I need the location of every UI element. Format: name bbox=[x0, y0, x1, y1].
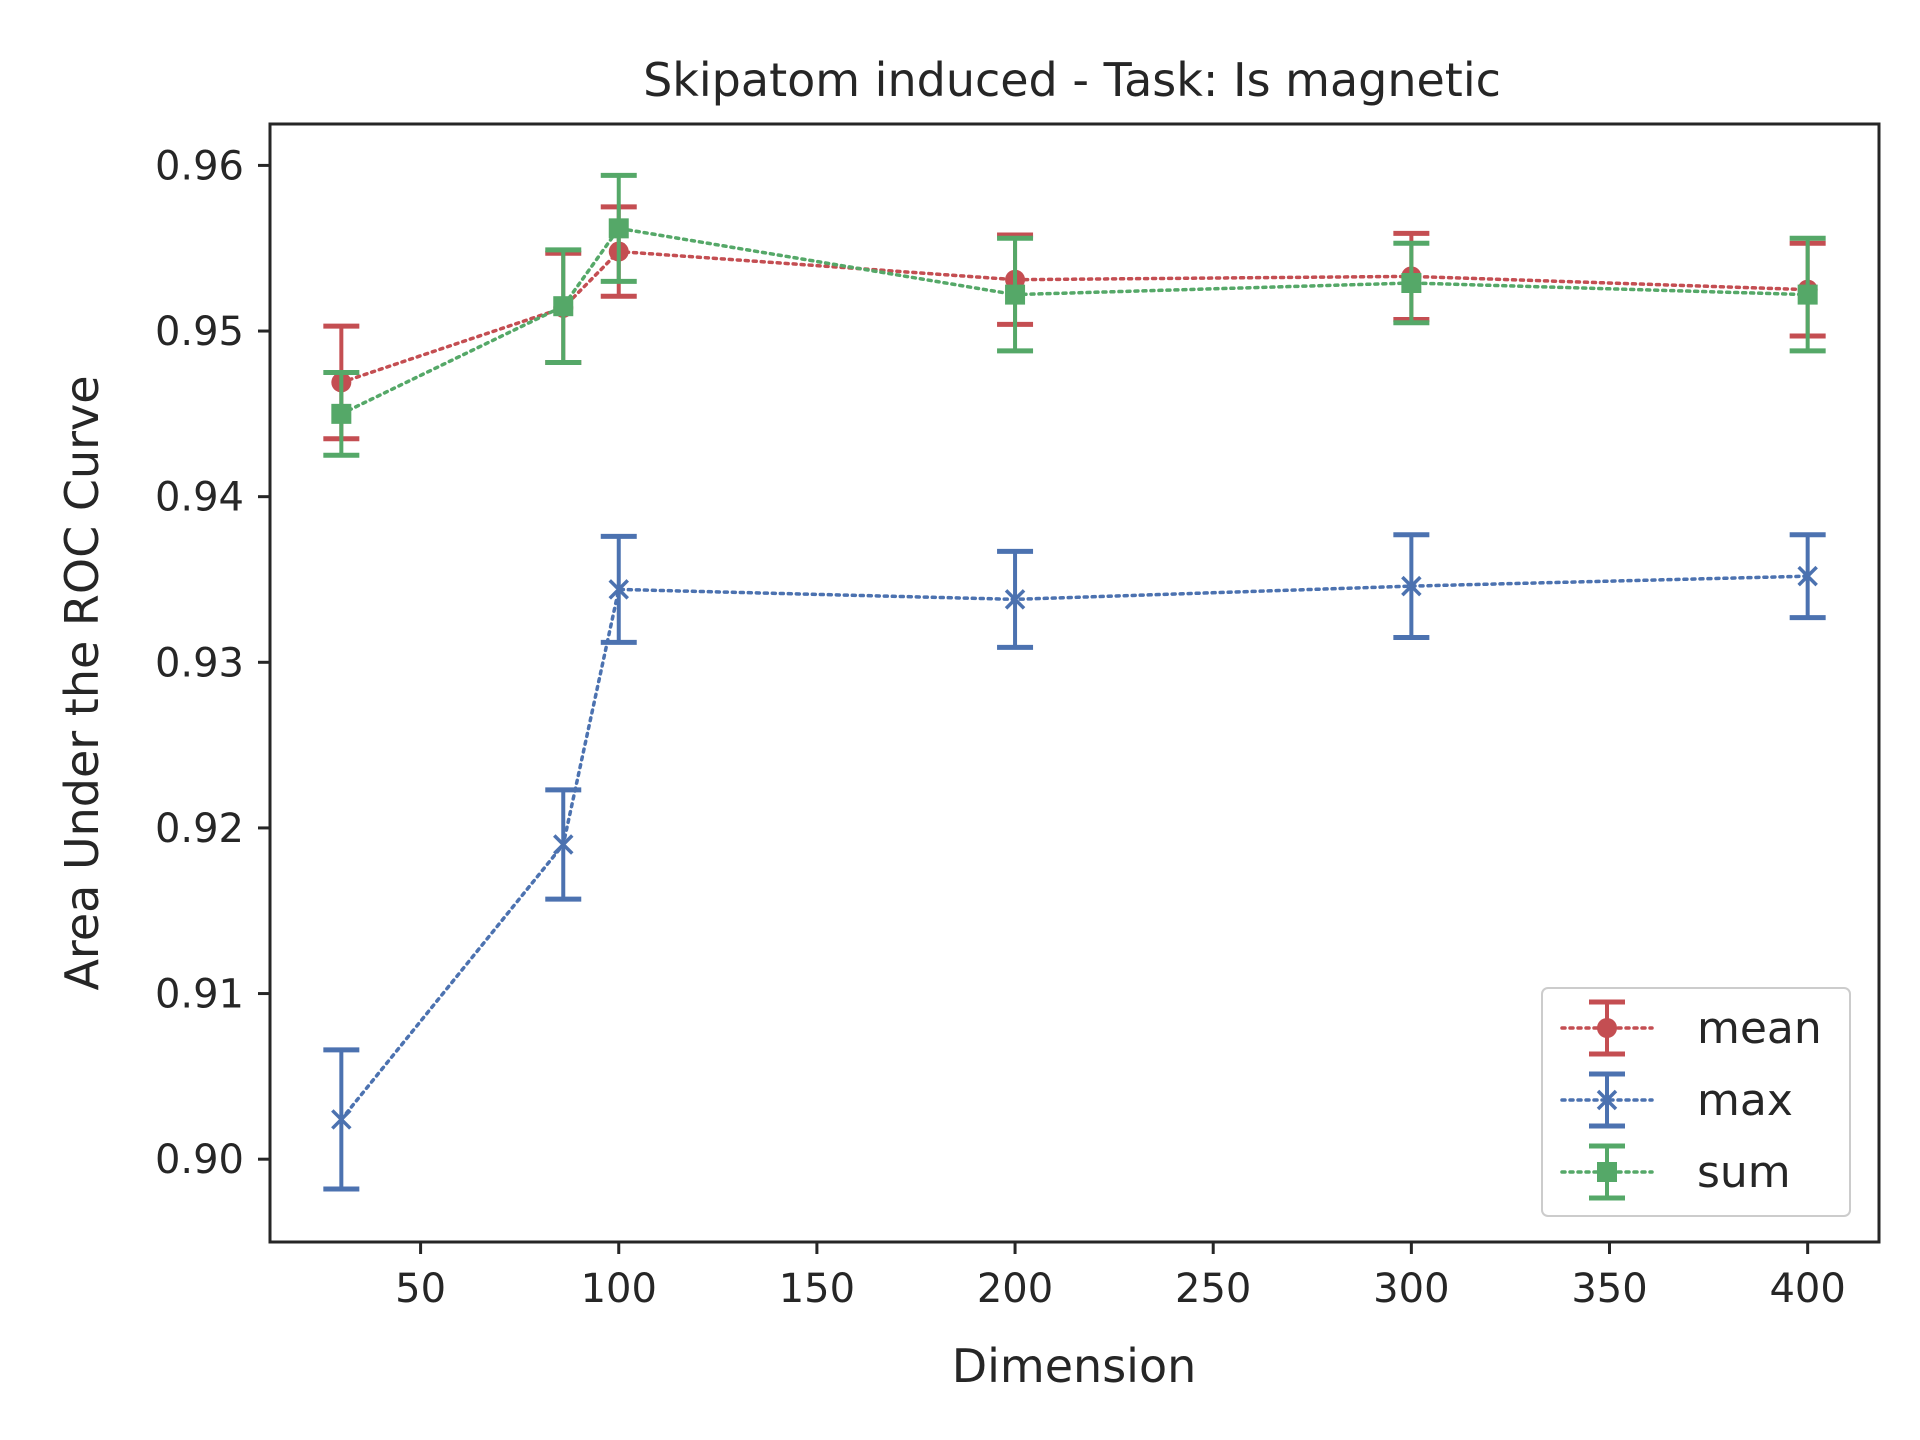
x-tick-label: 350 bbox=[1571, 1266, 1647, 1312]
legend-entry-max: max bbox=[1560, 1071, 1793, 1129]
legend: mean max sum bbox=[1541, 987, 1851, 1217]
chart-title: Skipatom induced - Task: Is magnetic bbox=[643, 53, 1501, 107]
series-line bbox=[339, 249, 1810, 385]
data-point bbox=[1401, 575, 1422, 597]
x-tick-label: 400 bbox=[1769, 1266, 1845, 1312]
legend-box bbox=[1541, 987, 1851, 1217]
x-axis-label: Dimension bbox=[952, 1339, 1197, 1393]
x-tick-label: 250 bbox=[1175, 1266, 1251, 1312]
data-point bbox=[608, 579, 629, 600]
legend-marker bbox=[1596, 1089, 1618, 1111]
x-axis: 50 100 150 200 250 300 350 400 bbox=[395, 1242, 1846, 1312]
y-tick-label: 0.93 bbox=[155, 640, 244, 686]
data-point bbox=[331, 403, 352, 424]
legend-marker bbox=[1597, 1162, 1617, 1182]
y-tick-label: 0.90 bbox=[155, 1137, 244, 1183]
data-point bbox=[1797, 284, 1818, 305]
data-point bbox=[1005, 284, 1026, 305]
y-axis-label: Area Under the ROC Curve bbox=[55, 375, 109, 990]
series-line bbox=[339, 574, 1810, 1122]
y-tick-label: 0.96 bbox=[155, 143, 244, 189]
legend-label: mean bbox=[1697, 1003, 1822, 1054]
data-point bbox=[1004, 589, 1026, 610]
y-tick-label: 0.91 bbox=[155, 972, 244, 1018]
y-tick-label: 0.94 bbox=[155, 475, 244, 521]
y-tick-label: 0.95 bbox=[155, 309, 244, 355]
legend-label: max bbox=[1697, 1075, 1793, 1126]
data-point bbox=[331, 1109, 352, 1130]
legend-entry-mean: mean bbox=[1560, 999, 1822, 1057]
series-sum bbox=[323, 172, 1826, 458]
x-tick-label: 50 bbox=[395, 1266, 446, 1312]
data-point bbox=[553, 834, 574, 855]
legend-entry-sum: sum bbox=[1560, 1143, 1791, 1201]
series-line bbox=[339, 226, 1810, 416]
data-point bbox=[1401, 273, 1422, 294]
data-point bbox=[1797, 565, 1818, 587]
y-tick-label: 0.92 bbox=[155, 806, 244, 852]
legend-marker bbox=[1597, 1018, 1617, 1038]
data-point bbox=[553, 296, 574, 317]
x-tick-label: 100 bbox=[581, 1266, 657, 1312]
series-max bbox=[323, 532, 1826, 1192]
series-layer bbox=[323, 172, 1826, 1192]
y-axis: 0.90 0.91 0.92 0.93 0.94 0.95 0.96 bbox=[155, 143, 270, 1183]
data-point bbox=[608, 218, 629, 239]
legend-label: sum bbox=[1697, 1147, 1791, 1198]
x-tick-label: 200 bbox=[977, 1266, 1053, 1312]
x-tick-label: 150 bbox=[779, 1266, 855, 1312]
x-tick-label: 300 bbox=[1373, 1266, 1449, 1312]
